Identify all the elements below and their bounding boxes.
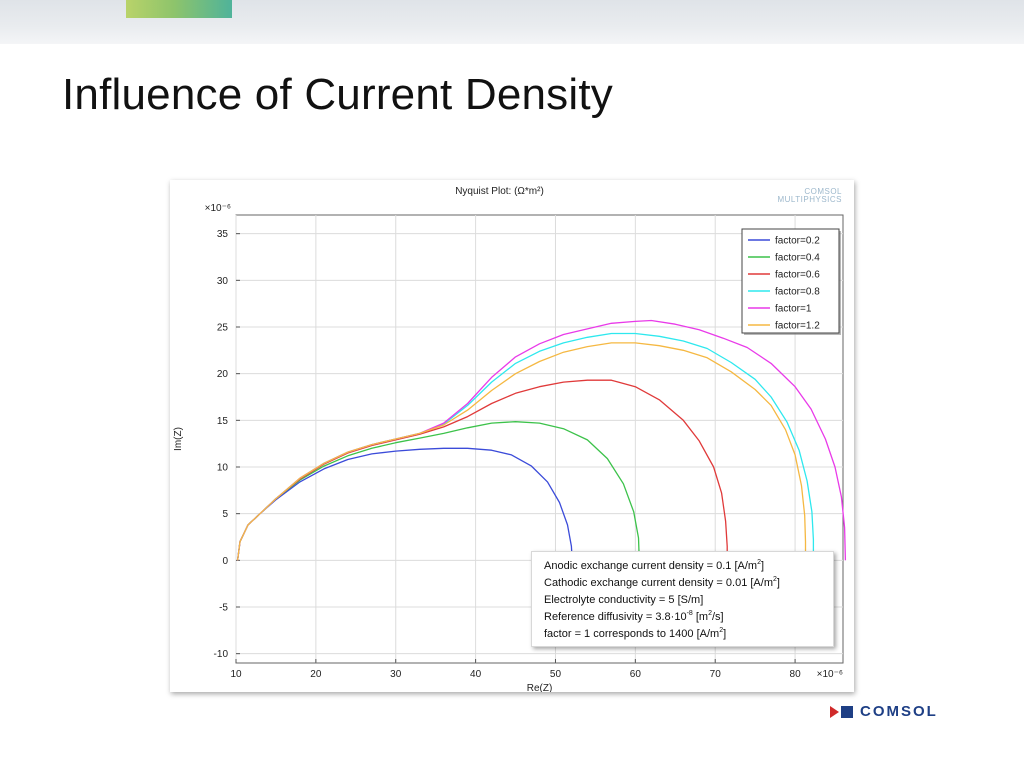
x-tick-label: 10 <box>230 669 242 680</box>
logo-red-arrow-icon <box>830 706 839 718</box>
y-tick-label: -5 <box>219 603 228 614</box>
comsol-logo: COMSOL <box>830 703 960 723</box>
legend-entry: factor=1.2 <box>775 321 820 332</box>
y-tick-label: 20 <box>217 369 229 380</box>
y-tick-label: 5 <box>222 509 228 520</box>
x-tick-label: 30 <box>390 669 402 680</box>
legend-box <box>741 228 840 334</box>
legend-entry: factor=0.4 <box>775 253 820 264</box>
y-axis-label: Im(Z) <box>173 427 184 451</box>
info-line-anodic: Anodic exchange current density = 0.1 [A… <box>544 559 765 572</box>
comsol-watermark: COMSOL MULTIPHYSICS <box>742 188 842 204</box>
legend-entry: factor=0.2 <box>775 236 820 247</box>
y-tick-label: 25 <box>217 323 229 334</box>
y-tick-label: 10 <box>217 463 229 474</box>
x-tick-label: 20 <box>310 669 322 680</box>
info-line-conductivity: Electrolyte conductivity = 5 [S/m] <box>544 594 704 606</box>
series-line <box>236 342 807 561</box>
chart-panel: 10 20 30 40 50 60 70 80 -10 -5 0 5 10 15 20 25 30 35 Nyqui… <box>170 180 854 692</box>
y-tick-label: 35 <box>217 229 229 240</box>
watermark-line2: MULTIPHYSICS <box>777 195 842 204</box>
info-line-cathodic: Cathodic exchange current density = 0.01… <box>544 576 780 589</box>
x-tick-label: 50 <box>550 669 562 680</box>
legend-entry: factor=0.6 <box>775 270 820 281</box>
y-axis-multiplier: ×10⁻⁶ <box>205 203 231 214</box>
legend-entry: factor=1 <box>775 304 812 315</box>
y-tick-label: -10 <box>214 649 229 660</box>
x-tick-label: 80 <box>790 669 802 680</box>
parameter-info-box: Anodic exchange current density = 0.1 [A… <box>531 551 834 647</box>
logo-text: COMSOL <box>860 703 938 720</box>
info-line-factor: factor = 1 corresponds to 1400 [A/m2] <box>544 627 727 640</box>
logo-blue-square-icon <box>841 706 853 718</box>
x-tick-label: 40 <box>470 669 482 680</box>
x-axis-label: Re(Z) <box>527 683 553 692</box>
y-tick-label: 0 <box>222 556 228 567</box>
x-tick-label: 70 <box>710 669 722 680</box>
watermark-line1: COMSOL <box>804 187 842 196</box>
slide-title: Influence of Current Density <box>62 70 613 119</box>
legend-entry: factor=0.8 <box>775 287 820 298</box>
top-banner-graphic <box>126 0 232 18</box>
info-line-diffusivity: Reference diffusivity = 3.8·10-8 [m2/s] <box>544 610 724 623</box>
x-tick-label: 60 <box>630 669 642 680</box>
chart-title: Nyquist Plot: (Ω*m²) <box>455 186 544 197</box>
x-axis-multiplier: ×10⁻⁶ <box>817 669 843 680</box>
y-tick-label: 30 <box>217 276 229 287</box>
y-tick-label: 15 <box>217 416 229 427</box>
